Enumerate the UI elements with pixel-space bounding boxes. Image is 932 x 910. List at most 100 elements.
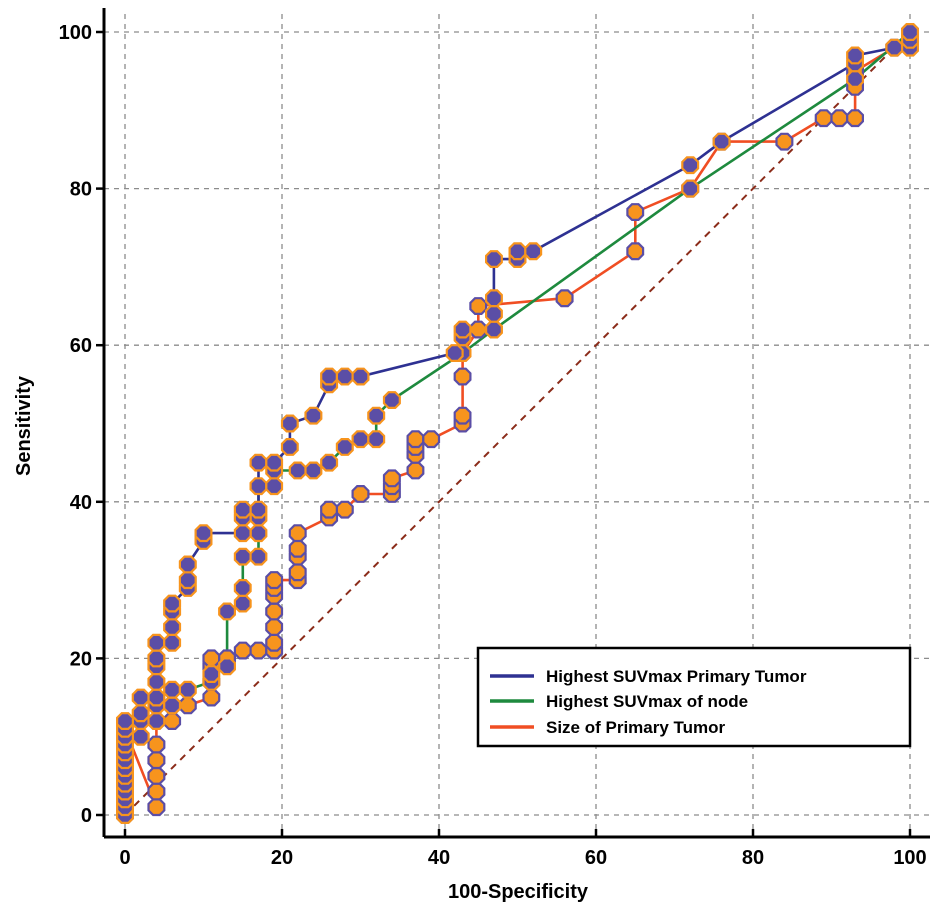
- data-point-s1-9: [163, 696, 182, 715]
- data-point-s1-19: [249, 547, 268, 566]
- data-point-s0-18: [147, 649, 166, 668]
- data-point-s2-8: [147, 782, 166, 801]
- data-point-s2-16: [202, 688, 221, 707]
- x-tick-label-0: 0: [119, 847, 130, 869]
- data-point-s1-26: [304, 461, 323, 480]
- data-point-s0-31: [233, 500, 252, 519]
- data-point-s0-32: [249, 500, 268, 519]
- data-point-s1-27: [320, 453, 339, 472]
- data-point-s2-29: [265, 571, 284, 590]
- legend-box: [476, 646, 912, 748]
- data-point-s2-26: [265, 602, 284, 621]
- data-point-s2-52: [469, 297, 488, 315]
- data-point-s0-47: [485, 289, 503, 308]
- data-point-s0-19: [147, 633, 166, 652]
- data-point-s2-21: [233, 641, 252, 660]
- data-point-s2-61: [846, 109, 865, 128]
- x-tick-label-3: 60: [585, 847, 607, 869]
- data-point-s2-13: [163, 712, 182, 731]
- data-point-s1-22: [249, 477, 268, 496]
- data-point-s0-53: [712, 132, 731, 151]
- data-point-s2-15: [178, 696, 197, 715]
- data-point-s0-40: [335, 367, 354, 386]
- data-point-s0-26: [178, 555, 197, 574]
- data-point-s0-44: [453, 320, 472, 339]
- x-tick-label-1: 20: [271, 847, 293, 869]
- data-point-s2-38: [351, 485, 370, 503]
- data-point-s2-34: [288, 524, 307, 543]
- data-point-s1-36: [846, 69, 865, 88]
- data-point-s0-14: [131, 688, 150, 707]
- data-point-s2-22: [249, 641, 268, 660]
- data-point-s0-20: [163, 633, 182, 652]
- data-point-s0-48: [485, 250, 503, 268]
- data-point-s2-51: [469, 320, 488, 339]
- data-point-s0-33: [249, 453, 268, 472]
- data-point-s1-20: [249, 524, 268, 543]
- data-point-s1-11: [178, 680, 197, 699]
- data-point-s2-41: [382, 469, 401, 488]
- data-point-s1-32: [382, 391, 401, 409]
- y-tick-label-0: 0: [81, 805, 92, 827]
- data-point-s0-13: [131, 704, 150, 723]
- data-point-s1-30: [367, 430, 386, 449]
- data-point-s2-55: [626, 203, 645, 221]
- data-point-s2-54: [626, 242, 645, 261]
- data-point-s0-25: [178, 571, 197, 590]
- data-point-s0-45: [485, 320, 503, 339]
- data-point-s2-53: [555, 289, 574, 308]
- y-tick-label-1: 20: [70, 648, 92, 670]
- data-point-s2-37: [335, 500, 354, 519]
- data-point-s0-41: [351, 367, 370, 386]
- data-point-s0-34: [265, 453, 284, 472]
- data-point-s2-10: [147, 751, 166, 770]
- data-point-s0-37: [304, 406, 323, 425]
- data-point-s1-29: [351, 430, 370, 449]
- data-point-s1-13: [202, 665, 221, 684]
- data-point-s0-36: [280, 414, 299, 433]
- data-point-s2-25: [265, 618, 284, 637]
- data-point-s1-16: [233, 594, 252, 613]
- data-point-s0-59: [900, 23, 920, 42]
- data-point-s0-29: [233, 524, 252, 543]
- y-tick-label-3: 60: [70, 335, 92, 357]
- x-tick-label-4: 80: [742, 847, 764, 869]
- data-point-s0-51: [524, 242, 543, 261]
- data-point-s0-39: [320, 367, 339, 386]
- legend-label-0: Highest SUVmax Primary Tumor: [546, 667, 807, 686]
- data-point-s1-31: [367, 406, 386, 425]
- x-tick-label-5: 100: [893, 847, 926, 869]
- data-point-s2-36: [320, 500, 339, 519]
- reference-line-group: [124, 31, 911, 816]
- y-tick-label-4: 80: [70, 179, 92, 201]
- data-point-s2-58: [775, 132, 794, 151]
- data-point-s2-49: [453, 367, 472, 386]
- data-point-s1-5: [131, 727, 150, 746]
- data-point-s0-35: [280, 438, 299, 456]
- data-point-s1-18: [233, 547, 252, 566]
- y-axis-title: Sensitivity: [13, 375, 35, 476]
- x-axis-title: 100-Specificity: [448, 881, 589, 903]
- data-point-s2-9: [147, 766, 166, 785]
- legend-label-2: Size of Primary Tumor: [546, 718, 726, 737]
- data-point-s1-35: [681, 179, 700, 198]
- data-point-s0-16: [147, 672, 166, 691]
- data-point-s0-56: [885, 38, 904, 57]
- data-point-s0-42: [445, 344, 464, 362]
- tick-labels: 0 20 40 60 80 100 0 20 40 60 80 100: [59, 22, 927, 869]
- data-point-s1-10: [163, 680, 182, 699]
- data-point-s0-23: [163, 594, 182, 613]
- data-point-s1-7: [147, 712, 166, 731]
- data-point-s2-42: [406, 461, 425, 480]
- data-point-s0-15: [147, 688, 166, 707]
- y-tick-label-2: 40: [70, 492, 92, 514]
- data-point-s2-45: [406, 430, 425, 449]
- data-point-s2-19: [202, 649, 221, 668]
- data-point-s1-25: [288, 461, 307, 480]
- data-point-s0-55: [846, 46, 865, 65]
- data-point-s2-7: [147, 798, 166, 817]
- data-point-s0-12: [115, 712, 134, 731]
- data-point-s2-46: [422, 430, 441, 449]
